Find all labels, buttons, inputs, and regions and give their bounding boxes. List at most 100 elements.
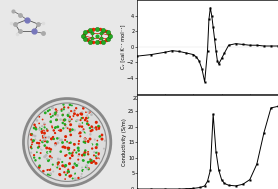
Point — [56, 125, 60, 128]
Point — [29, 133, 33, 136]
Point — [85, 164, 89, 167]
Point — [51, 114, 55, 117]
Point — [56, 110, 61, 113]
Point — [78, 119, 83, 122]
Circle shape — [25, 100, 110, 184]
Point — [49, 120, 53, 123]
Point — [68, 150, 73, 153]
Point — [70, 116, 74, 119]
Point — [102, 147, 106, 150]
Point — [63, 123, 67, 126]
Point — [88, 127, 92, 130]
Point — [100, 151, 104, 154]
Point — [60, 141, 65, 144]
Point — [97, 125, 101, 128]
Point — [61, 103, 66, 106]
Point — [74, 151, 78, 154]
Point — [57, 173, 62, 176]
Point — [64, 153, 69, 156]
Point — [94, 128, 99, 131]
Point — [56, 141, 60, 144]
Point — [83, 151, 87, 154]
Point — [42, 130, 46, 133]
Point — [43, 144, 47, 147]
Point — [83, 119, 87, 122]
Point — [46, 136, 51, 139]
Point — [83, 137, 87, 140]
Point — [70, 151, 75, 154]
Point — [67, 141, 71, 144]
Y-axis label: Cᵥ [cal K⁻¹ mol⁻¹]: Cᵥ [cal K⁻¹ mol⁻¹] — [121, 25, 126, 69]
Point — [60, 146, 65, 149]
Point — [48, 150, 53, 153]
Point — [68, 103, 72, 106]
Point — [30, 132, 34, 135]
Point — [77, 132, 81, 135]
Point — [46, 158, 50, 161]
Point — [80, 173, 85, 176]
Point — [43, 136, 48, 139]
Point — [45, 169, 50, 172]
Point — [94, 162, 98, 165]
Point — [44, 146, 49, 149]
Point — [94, 155, 99, 158]
Point — [67, 147, 71, 150]
Point — [48, 108, 52, 111]
Point — [67, 171, 71, 174]
Point — [71, 171, 76, 174]
Point — [71, 166, 75, 169]
Point — [68, 176, 73, 179]
Point — [91, 127, 96, 130]
Point — [50, 125, 54, 128]
Point — [70, 128, 75, 131]
Point — [59, 108, 64, 111]
Point — [67, 170, 71, 173]
Point — [87, 118, 91, 121]
Point — [75, 129, 80, 132]
Point — [55, 130, 59, 133]
Point — [101, 150, 105, 153]
Point — [85, 115, 89, 119]
Point — [86, 110, 91, 113]
Point — [39, 148, 44, 151]
Point — [42, 123, 47, 126]
Point — [80, 115, 85, 118]
Point — [45, 140, 49, 143]
Point — [59, 109, 64, 112]
Point — [65, 176, 69, 179]
Point — [36, 146, 40, 149]
Point — [41, 136, 45, 139]
Point — [90, 143, 94, 146]
Point — [42, 135, 46, 138]
Point — [54, 164, 58, 167]
Point — [68, 119, 72, 122]
Point — [97, 127, 101, 130]
Point — [96, 158, 100, 161]
Point — [63, 164, 68, 167]
Point — [66, 114, 70, 117]
Point — [81, 116, 85, 119]
Point — [68, 128, 72, 131]
Point — [88, 137, 92, 140]
Point — [48, 173, 52, 176]
Point — [55, 137, 59, 140]
Point — [32, 126, 36, 129]
Point — [58, 118, 63, 121]
Point — [31, 139, 36, 142]
Point — [85, 122, 90, 125]
Point — [81, 153, 86, 156]
Point — [60, 114, 65, 117]
Point — [52, 112, 56, 115]
Point — [43, 155, 47, 158]
Point — [46, 121, 50, 124]
Point — [32, 154, 36, 157]
Point — [51, 163, 55, 166]
Point — [98, 149, 102, 152]
Point — [53, 142, 58, 145]
Point — [98, 135, 102, 138]
Point — [94, 157, 99, 160]
Point — [77, 123, 82, 126]
Point — [70, 103, 75, 106]
Point — [45, 157, 49, 160]
Point — [49, 137, 54, 140]
